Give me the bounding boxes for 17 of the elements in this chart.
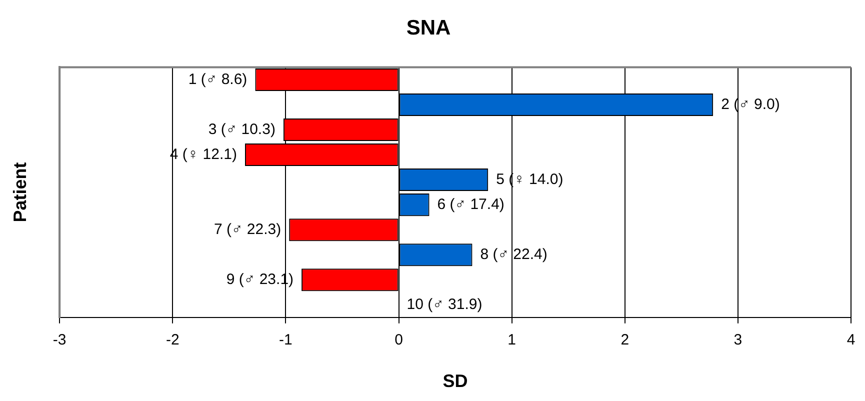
x-tick-label: -3 [52,332,66,349]
x-tick-label: 0 [394,332,403,349]
x-tick-label: 2 [620,332,630,349]
y-tick-label: 6 (♂ 17.4) [437,196,504,213]
y-tick-label: 1 (♂ 8.6) [188,70,248,88]
x-tick-label: 4 [846,332,856,349]
x-axis-title: SD [442,371,468,392]
x-tick-label: 1 [508,332,516,349]
y-tick-label: 8 (♂ 22.4) [480,246,548,263]
y-tick-label: 10 (♂ 31.9) [406,296,482,314]
x-tick-label: -2 [166,332,180,349]
y-tick-label: 7 (♂ 22.3) [214,220,282,238]
x-tick-label: 3 [734,332,742,349]
chart-title: SNA [406,16,451,40]
y-tick-label: 3 (♂ 10.3) [208,120,276,138]
x-tick-label: -1 [279,332,292,349]
y-axis-title: Patient [10,162,30,222]
